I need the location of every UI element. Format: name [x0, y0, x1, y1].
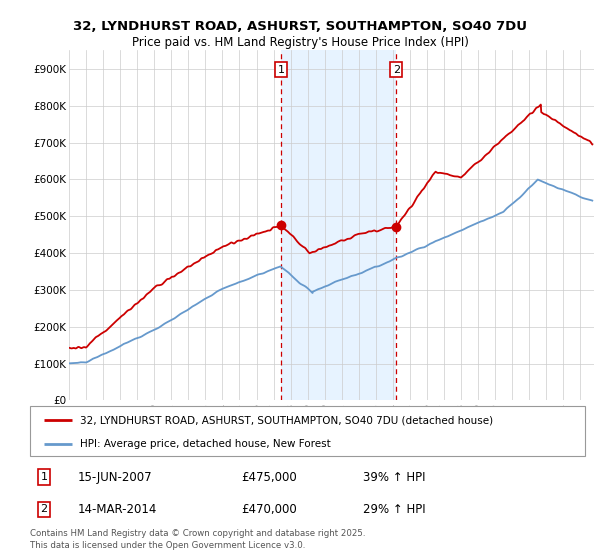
Text: 29% ↑ HPI: 29% ↑ HPI — [363, 503, 425, 516]
Text: £475,000: £475,000 — [241, 471, 296, 484]
Text: 15-JUN-2007: 15-JUN-2007 — [77, 471, 152, 484]
Text: 14-MAR-2014: 14-MAR-2014 — [77, 503, 157, 516]
Text: 1: 1 — [278, 64, 285, 74]
Text: 32, LYNDHURST ROAD, ASHURST, SOUTHAMPTON, SO40 7DU: 32, LYNDHURST ROAD, ASHURST, SOUTHAMPTON… — [73, 20, 527, 32]
Text: 32, LYNDHURST ROAD, ASHURST, SOUTHAMPTON, SO40 7DU (detached house): 32, LYNDHURST ROAD, ASHURST, SOUTHAMPTON… — [80, 415, 493, 425]
Text: 2: 2 — [393, 64, 400, 74]
Text: Contains HM Land Registry data © Crown copyright and database right 2025.
This d: Contains HM Land Registry data © Crown c… — [30, 529, 365, 550]
Text: Price paid vs. HM Land Registry's House Price Index (HPI): Price paid vs. HM Land Registry's House … — [131, 36, 469, 49]
Text: 2: 2 — [40, 505, 47, 515]
Text: 1: 1 — [40, 472, 47, 482]
FancyBboxPatch shape — [30, 406, 585, 456]
Bar — [281, 50, 396, 400]
Text: 39% ↑ HPI: 39% ↑ HPI — [363, 471, 425, 484]
Text: £470,000: £470,000 — [241, 503, 296, 516]
Text: HPI: Average price, detached house, New Forest: HPI: Average price, detached house, New … — [80, 439, 331, 449]
